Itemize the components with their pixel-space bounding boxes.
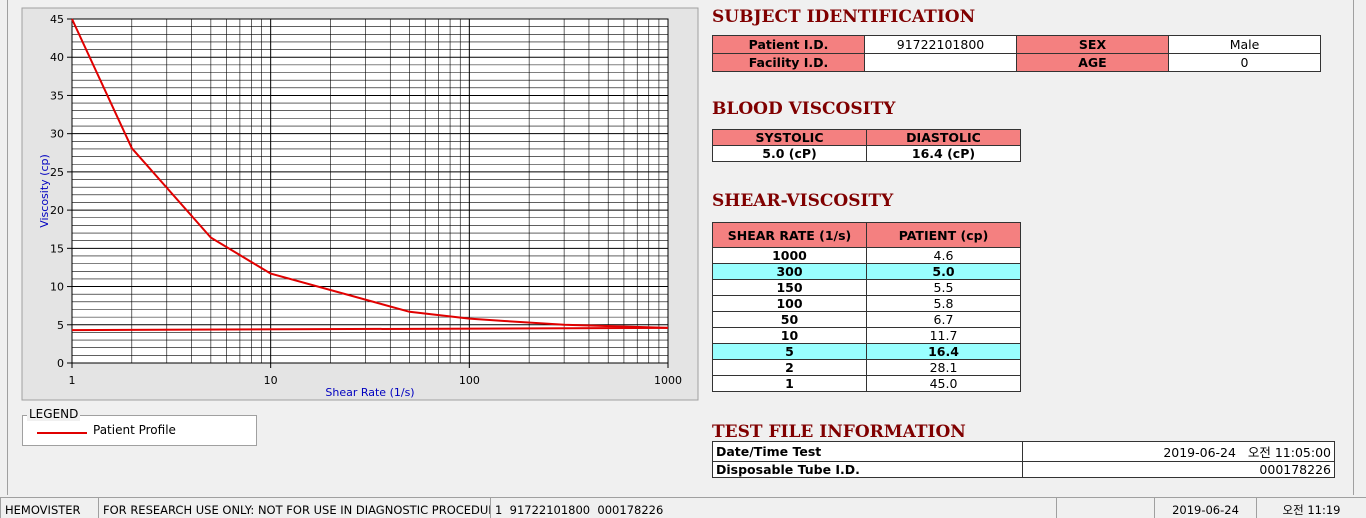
y-tick-label: 25 — [50, 166, 64, 179]
series-line — [71, 326, 669, 332]
table-cell: 5 — [712, 343, 867, 360]
table-cell: PATIENT (cp) — [866, 222, 1021, 248]
legend-title: LEGEND — [27, 407, 81, 421]
legend-label: Patient Profile — [93, 423, 176, 437]
table-row: 50 6.7 — [712, 311, 1021, 328]
y-tick-label: 30 — [50, 128, 64, 141]
table-cell: 5.0 (cP) — [712, 145, 867, 162]
status-cell: 1 91722101800 000178226 — [490, 497, 1056, 518]
y-tick-label: 40 — [50, 51, 64, 64]
table-row: SHEAR RATE (1/s) PATIENT (cp) — [712, 222, 1021, 248]
y-tick-label: 5 — [57, 319, 64, 332]
table-row: 2 28.1 — [712, 359, 1021, 376]
test-file-table: Date/Time Test 2019-06-24 오전 11:05:00 Disp… — [712, 441, 1335, 478]
section-title: SHEAR-VISCOSITY — [712, 191, 894, 211]
table-row: 5.0 (cP) 16.4 (cP) — [712, 145, 1021, 162]
x-tick-label: 1000 — [654, 374, 682, 387]
legend-swatch — [37, 432, 87, 434]
table-cell: Patient I.D. — [712, 35, 865, 54]
status-cell: 2019-06-24 — [1154, 497, 1256, 518]
plot-border — [71, 18, 669, 364]
table-cell: AGE — [1016, 53, 1169, 72]
table-cell: 5.0 — [866, 263, 1021, 280]
table-cell: 4.6 — [866, 247, 1021, 264]
y-tick-label: 35 — [50, 89, 64, 102]
table-cell: 1 — [712, 375, 867, 392]
section-title: TEST FILE INFORMATION — [712, 422, 966, 442]
status-cell: FOR RESEARCH USE ONLY: NOT FOR USE IN DI… — [98, 497, 490, 518]
table-cell: 6.7 — [866, 311, 1021, 328]
table-cell: 16.4 (cP) — [866, 145, 1021, 162]
table-cell — [864, 53, 1017, 72]
y-tick-label: 45 — [50, 13, 64, 26]
table-cell: SEX — [1016, 35, 1169, 54]
shear-table: SHEAR RATE (1/s) PATIENT (cp) 1000 4.6 300 5.… — [712, 222, 1021, 392]
y-tick-label: 10 — [50, 281, 64, 294]
status-cell: 오전 11:19 — [1256, 497, 1366, 518]
table-row: 5 16.4 — [712, 343, 1021, 360]
table-cell: DIASTOLIC — [866, 129, 1021, 146]
table-cell: 10 — [712, 327, 867, 344]
table-cell: 2 — [712, 359, 867, 376]
table-cell: 100 — [712, 295, 867, 312]
subject-table: Patient I.D. 91722101800 SEX Male Facility I… — [712, 35, 1321, 72]
chart: 0 5 10 15 20 25 30 35 40 45 1 10 100 1000 Shear Rate (… — [21, 7, 699, 401]
table-row: 1000 4.6 — [712, 247, 1021, 264]
table-row: Disposable Tube I.D. 000178226 — [712, 461, 1335, 478]
table-row: SYSTOLIC DIASTOLIC — [712, 129, 1021, 146]
table-row: 1 45.0 — [712, 375, 1021, 392]
table-cell: SHEAR RATE (1/s) — [712, 222, 867, 248]
table-cell: 45.0 — [866, 375, 1021, 392]
table-cell: 0 — [1168, 53, 1321, 72]
table-cell: 000178226 — [1022, 461, 1335, 478]
table-cell: Disposable Tube I.D. — [712, 461, 1023, 478]
x-tick-label: 1 — [69, 374, 76, 387]
table-row: Facility I.D. AGE 0 — [712, 53, 1321, 72]
section-title: SUBJECT IDENTIFICATION — [712, 7, 976, 27]
table-cell: SYSTOLIC — [712, 129, 867, 146]
table-cell: 50 — [712, 311, 867, 328]
table-cell: 2019-06-24 오전 11:05:00 — [1022, 441, 1335, 462]
series-line — [71, 18, 669, 329]
table-cell: 150 — [712, 279, 867, 296]
table-cell: 5.8 — [866, 295, 1021, 312]
table-row: 300 5.0 — [712, 263, 1021, 280]
table-row: 100 5.8 — [712, 295, 1021, 312]
table-cell: 11.7 — [866, 327, 1021, 344]
table-row: 10 11.7 — [712, 327, 1021, 344]
table-cell: 28.1 — [866, 359, 1021, 376]
y-tick-label: 20 — [50, 204, 64, 217]
table-cell: Date/Time Test — [712, 441, 1023, 462]
table-cell: 300 — [712, 263, 867, 280]
y-axis-label: Viscosity (cp) — [38, 154, 51, 228]
frame — [7, 0, 1354, 495]
table-cell: 91722101800 — [864, 35, 1017, 54]
x-tick-label: 10 — [264, 374, 278, 387]
blood-table: SYSTOLIC DIASTOLIC 5.0 (cP) 16.4 (cP) — [712, 129, 1021, 162]
x-axis-label: Shear Rate (1/s) — [325, 386, 414, 399]
legend: LEGEND Patient Profile — [22, 407, 257, 446]
table-cell: Facility I.D. — [712, 53, 865, 72]
table-cell: Male — [1168, 35, 1321, 54]
table-row: Date/Time Test 2019-06-24 오전 11:05:00 — [712, 441, 1335, 462]
status-cell — [1056, 497, 1154, 518]
y-tick-label: 0 — [57, 357, 64, 370]
table-cell: 1000 — [712, 247, 867, 264]
table-cell: 16.4 — [866, 343, 1021, 360]
status-cell: HEMOVISTER — [0, 497, 98, 518]
y-tick-label: 15 — [50, 242, 64, 255]
table-cell: 5.5 — [866, 279, 1021, 296]
table-row: Patient I.D. 91722101800 SEX Male — [712, 35, 1321, 54]
plot-area — [72, 19, 668, 363]
table-row: 150 5.5 — [712, 279, 1021, 296]
x-tick-label: 100 — [459, 374, 480, 387]
section-title: BLOOD VISCOSITY — [712, 99, 896, 119]
